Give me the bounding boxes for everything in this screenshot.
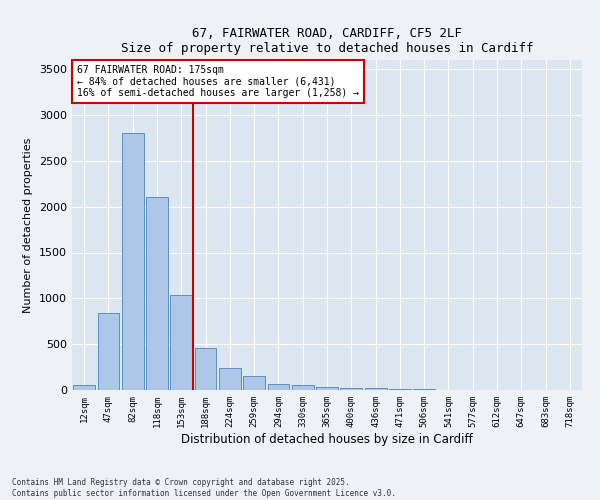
Bar xyxy=(146,196,168,390)
Bar xyxy=(268,384,289,390)
Y-axis label: Number of detached properties: Number of detached properties xyxy=(23,138,34,312)
Bar xyxy=(73,385,95,390)
Bar xyxy=(122,134,143,390)
Bar xyxy=(97,313,119,390)
Title: 67, FAIRWATER ROAD, CARDIFF, CF5 2LF
Size of property relative to detached house: 67, FAIRWATER ROAD, CARDIFF, CF5 2LF Siz… xyxy=(121,26,533,54)
Bar xyxy=(292,386,314,390)
Text: 67 FAIRWATER ROAD: 175sqm
← 84% of detached houses are smaller (6,431)
16% of se: 67 FAIRWATER ROAD: 175sqm ← 84% of detac… xyxy=(77,65,359,98)
Bar xyxy=(389,389,411,390)
Bar xyxy=(194,348,217,390)
X-axis label: Distribution of detached houses by size in Cardiff: Distribution of detached houses by size … xyxy=(181,432,473,446)
Bar xyxy=(365,388,386,390)
Bar xyxy=(316,387,338,390)
Bar xyxy=(243,376,265,390)
Text: Contains HM Land Registry data © Crown copyright and database right 2025.
Contai: Contains HM Land Registry data © Crown c… xyxy=(12,478,396,498)
Bar xyxy=(219,368,241,390)
Bar xyxy=(170,294,192,390)
Bar xyxy=(340,388,362,390)
